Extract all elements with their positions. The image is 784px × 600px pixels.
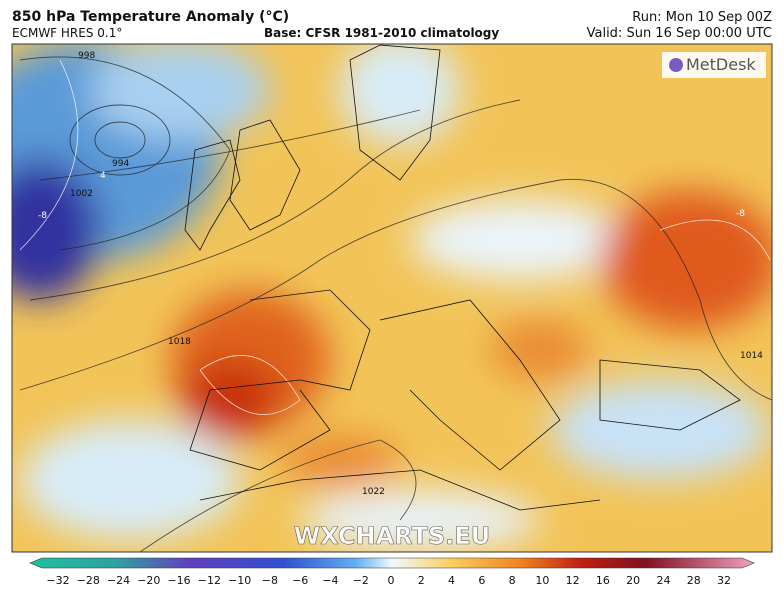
isotherms <box>19 59 771 415</box>
colorbar-label: 16 <box>596 574 610 587</box>
colorbar <box>29 557 755 569</box>
isobars <box>19 56 772 552</box>
colorbar-label: 28 <box>687 574 701 587</box>
brand-box: MetDesk <box>662 52 766 78</box>
model: ECMWF HRES 0.1° <box>12 26 123 40</box>
anomaly-field <box>12 44 772 552</box>
coastlines <box>184 44 741 511</box>
contour-label: 1014 <box>740 351 763 361</box>
colorbar-label: −24 <box>107 574 130 587</box>
colorbar-label: 12 <box>566 574 580 587</box>
contour-label: -8 <box>736 209 745 219</box>
map-frame <box>11 43 773 553</box>
contour-label: 998 <box>78 51 95 61</box>
colorbar-label: −4 <box>322 574 338 587</box>
colorbar-label: 10 <box>535 574 549 587</box>
colorbar-label: −10 <box>228 574 251 587</box>
colorbar-label: 24 <box>656 574 670 587</box>
colorbar-label: −8 <box>262 574 278 587</box>
colorbar-label: −2 <box>353 574 369 587</box>
colorbar-label: −32 <box>46 574 69 587</box>
run: Run: Mon 10 Sep 00Z <box>632 10 772 25</box>
title: 850 hPa Temperature Anomaly (°C) <box>12 9 290 25</box>
colorbar-label: −12 <box>198 574 221 587</box>
brand: MetDesk <box>686 55 756 74</box>
colorbar-label: −20 <box>137 574 160 587</box>
colorbar-label: 0 <box>388 574 395 587</box>
colorbar-label: 6 <box>478 574 485 587</box>
base: Base: CFSR 1981-2010 climatology <box>264 26 500 40</box>
colorbar-label: −28 <box>77 574 100 587</box>
colorbar-label: −6 <box>292 574 308 587</box>
contour-label: 1022 <box>362 487 385 497</box>
contour-label: 1002 <box>70 189 93 199</box>
contour-label: -8 <box>38 211 47 221</box>
contour-label: 994 <box>112 159 129 169</box>
colorbar-label: 20 <box>626 574 640 587</box>
valid: Valid: Sun 16 Sep 00:00 UTC <box>586 26 772 41</box>
contour-label: 1018 <box>168 337 191 347</box>
contour-label: 4 <box>100 171 106 181</box>
colorbar-label: 2 <box>418 574 425 587</box>
colorbar-label: 32 <box>717 574 731 587</box>
colorbar-label: 4 <box>448 574 455 587</box>
watermark: WXCHARTS.EU <box>294 522 490 550</box>
colorbar-labels: −32 −28 −24 −20 −16 −12 −10 −8 −6 −4 −2 0 2 4 6 8 10 12 16… <box>46 574 731 587</box>
colorbar-label: 8 <box>509 574 516 587</box>
contour-labels: 998 994 1002 1018 1014 1022 -8 -8 4 <box>38 51 763 497</box>
colorbar-label: −16 <box>167 574 190 587</box>
